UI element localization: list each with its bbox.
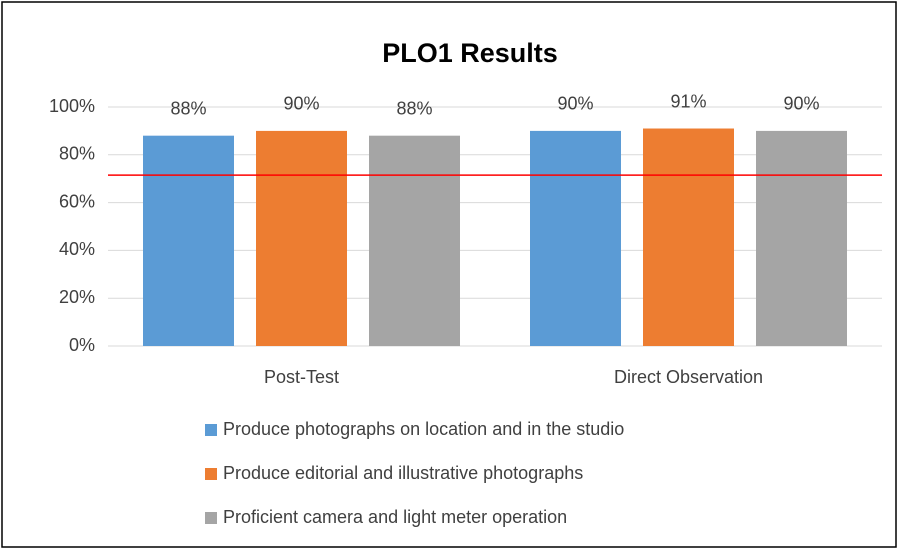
x-tick-label: Direct Observation [614,367,763,387]
data-label: 91% [670,91,706,111]
y-tick-label: 60% [59,191,95,211]
data-label: 90% [283,94,319,114]
y-tick-label: 80% [59,144,95,164]
x-tick-label: Post-Test [264,367,339,387]
y-tick-label: 0% [69,335,95,355]
bar [756,130,847,346]
legend-swatch [205,512,217,524]
chart-title: PLO1 Results [382,38,558,68]
y-tick-label: 100% [49,96,95,116]
bar [643,128,734,346]
data-label: 88% [396,98,432,118]
legend-swatch [205,424,217,436]
legend-label: Proficient camera and light meter operat… [223,507,567,527]
data-label: 90% [557,94,593,114]
legend-label: Produce editorial and illustrative photo… [223,463,583,483]
bar [143,135,234,346]
y-tick-label: 20% [59,287,95,307]
y-tick-label: 40% [59,239,95,259]
bar [369,135,460,346]
legend-swatch [205,468,217,480]
data-label: 90% [783,94,819,114]
bar [256,130,347,346]
bar [530,130,621,346]
legend-label: Produce photographs on location and in t… [223,419,624,439]
data-label: 88% [170,98,206,118]
